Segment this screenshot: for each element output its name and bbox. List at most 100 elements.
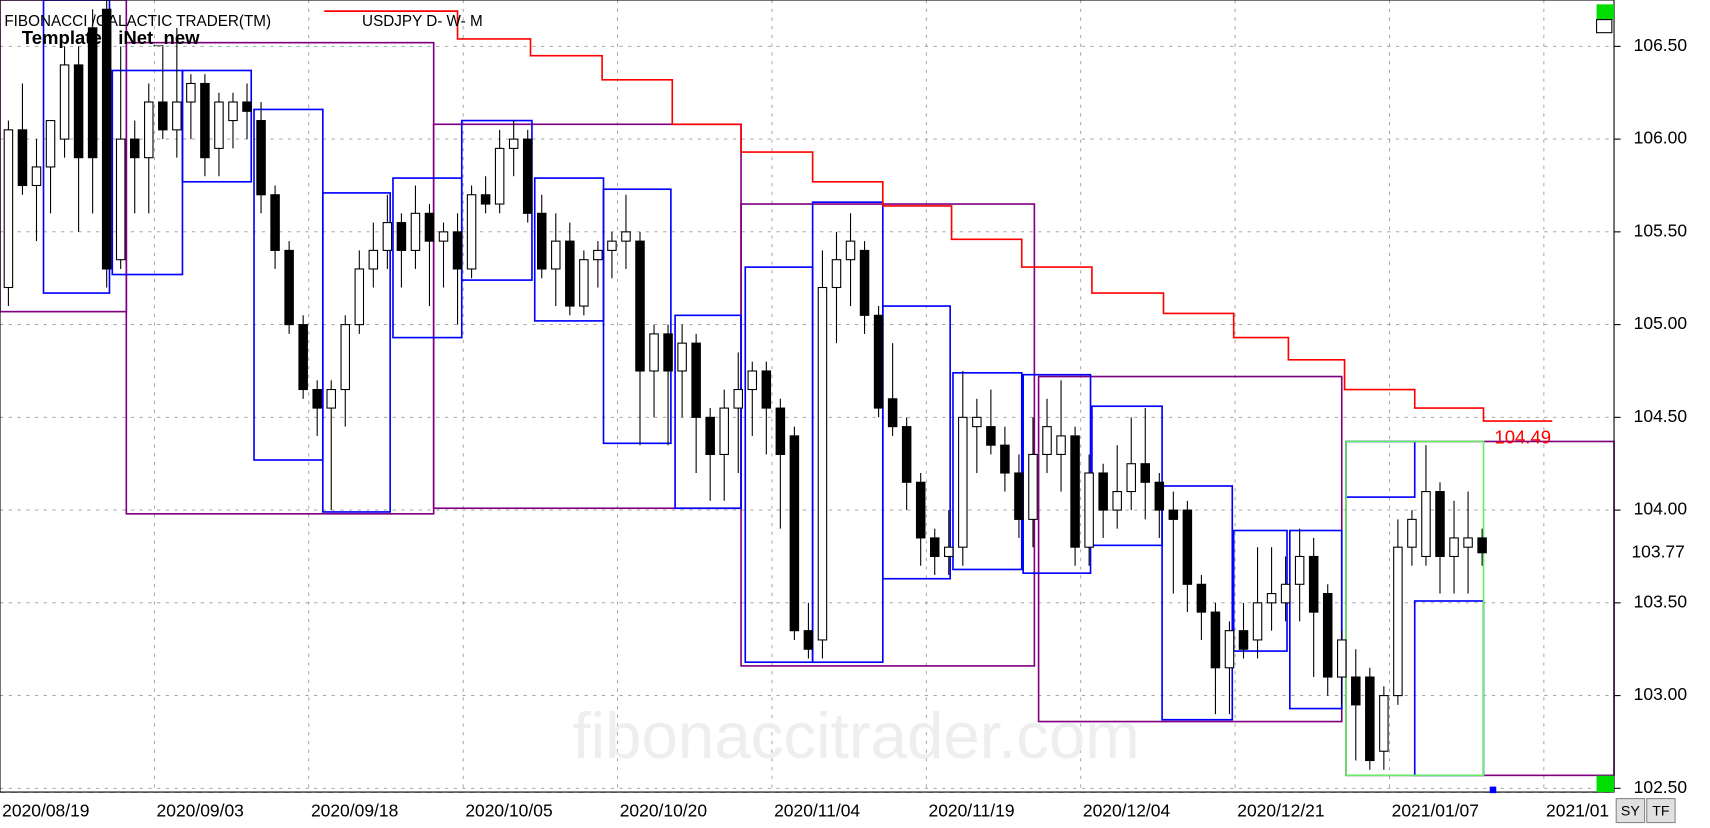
box: [881, 305, 951, 580]
box: [1289, 529, 1343, 710]
candle-body: [144, 101, 154, 159]
candle-body: [3, 129, 14, 289]
candle-body: [1028, 453, 1038, 520]
corner-icon[interactable]: [1596, 19, 1613, 34]
box: [1161, 485, 1234, 721]
last-price-label: 103.77: [1631, 541, 1684, 561]
candle-body: [340, 324, 351, 391]
candle-body: [1435, 491, 1445, 558]
candle-body: [172, 101, 182, 131]
candle-body: [396, 222, 407, 251]
candle-body: [1463, 537, 1473, 548]
box: [1345, 440, 1485, 777]
candle-body: [522, 138, 533, 214]
x-tick-label: 2021/01/07: [1392, 800, 1479, 820]
x-tick-label: 2020/10/05: [465, 800, 552, 820]
candle-body: [1056, 435, 1066, 455]
candle-body: [129, 138, 140, 159]
candle-body: [326, 388, 336, 409]
sy-button[interactable]: [1615, 798, 1646, 824]
candle-body: [87, 27, 98, 159]
candle-body: [256, 120, 266, 196]
y-tick-label: 104.50: [1634, 406, 1688, 426]
candle-body: [803, 630, 814, 650]
candle-body: [789, 435, 800, 632]
candle-body: [775, 407, 786, 455]
candle-body: [1140, 463, 1151, 483]
x-tick-label: 2020/11/04: [774, 800, 860, 820]
candle-body: [59, 64, 70, 140]
candle-body: [1000, 444, 1010, 474]
x-tick-label: 2020/12/21: [1237, 800, 1324, 820]
candle-body: [382, 222, 393, 251]
box: [952, 372, 1023, 571]
candle-body: [1252, 602, 1263, 641]
y-tick-label: 106.50: [1634, 35, 1688, 55]
sy-label[interactable]: SY: [1621, 803, 1640, 819]
candle-body: [214, 101, 224, 149]
candle-body: [859, 249, 870, 316]
candle-body: [579, 259, 589, 307]
candle-body: [312, 388, 322, 409]
candle-body: [354, 268, 365, 326]
candle-body: [887, 398, 898, 428]
candle-body: [368, 249, 379, 270]
candle-body: [621, 231, 631, 242]
y-tick-label: 103.50: [1634, 591, 1688, 611]
time-marker: [1489, 786, 1497, 794]
candle-body: [1365, 676, 1375, 762]
candle-body: [1266, 593, 1277, 604]
candle-body: [944, 546, 954, 558]
candle-body: [536, 212, 547, 270]
candle-body: [593, 249, 603, 261]
candle-body: [17, 129, 28, 187]
candle-body: [1210, 611, 1221, 669]
candle-body: [1014, 472, 1024, 520]
candle-body: [1322, 593, 1333, 678]
candle-body: [1098, 472, 1108, 511]
candle-body: [1126, 463, 1136, 493]
candle-body: [733, 388, 743, 409]
candle-body: [1407, 518, 1417, 548]
candle-body: [929, 537, 940, 558]
candle-body: [480, 194, 491, 205]
y-tick-label: 103.00: [1634, 684, 1688, 704]
box: [602, 188, 672, 445]
candle-body: [1336, 639, 1347, 678]
candle-body: [494, 147, 505, 205]
y-tick-label: 105.50: [1634, 220, 1688, 240]
candle-body: [677, 342, 687, 372]
candle-body: [284, 249, 294, 326]
candle-body: [873, 314, 884, 409]
candle-body: [1294, 555, 1305, 585]
x-tick-label: 2020/11/19: [928, 800, 1014, 820]
candle-body: [228, 101, 238, 122]
candle-body: [607, 240, 617, 251]
candle-body: [1308, 555, 1319, 613]
candle-body: [1084, 472, 1094, 548]
candle-body: [1112, 491, 1122, 511]
candle-body: [466, 194, 477, 270]
candle-body: [705, 416, 715, 455]
candle-body: [1070, 435, 1080, 548]
resistance-label: 104.49: [1494, 427, 1551, 448]
candle-body: [242, 101, 252, 112]
candle-body: [158, 101, 168, 131]
candle-body: [1280, 583, 1291, 604]
corner-box: [1596, 4, 1615, 20]
candle-body: [831, 259, 842, 289]
candle-body: [1238, 630, 1249, 650]
box: [674, 314, 742, 510]
candle-body: [1379, 695, 1389, 752]
candle-body: [1182, 509, 1193, 585]
box: [321, 192, 391, 513]
candle-body: [438, 231, 449, 242]
candle-body: [551, 240, 561, 270]
watermark: fibonaccitrader.com: [572, 699, 1139, 772]
x-tick-label: 2021/01: [1546, 800, 1609, 820]
candle-body: [1421, 491, 1431, 558]
candle-body: [45, 120, 56, 168]
tf-label[interactable]: TF: [1652, 803, 1670, 819]
tf-button[interactable]: [1646, 798, 1676, 824]
